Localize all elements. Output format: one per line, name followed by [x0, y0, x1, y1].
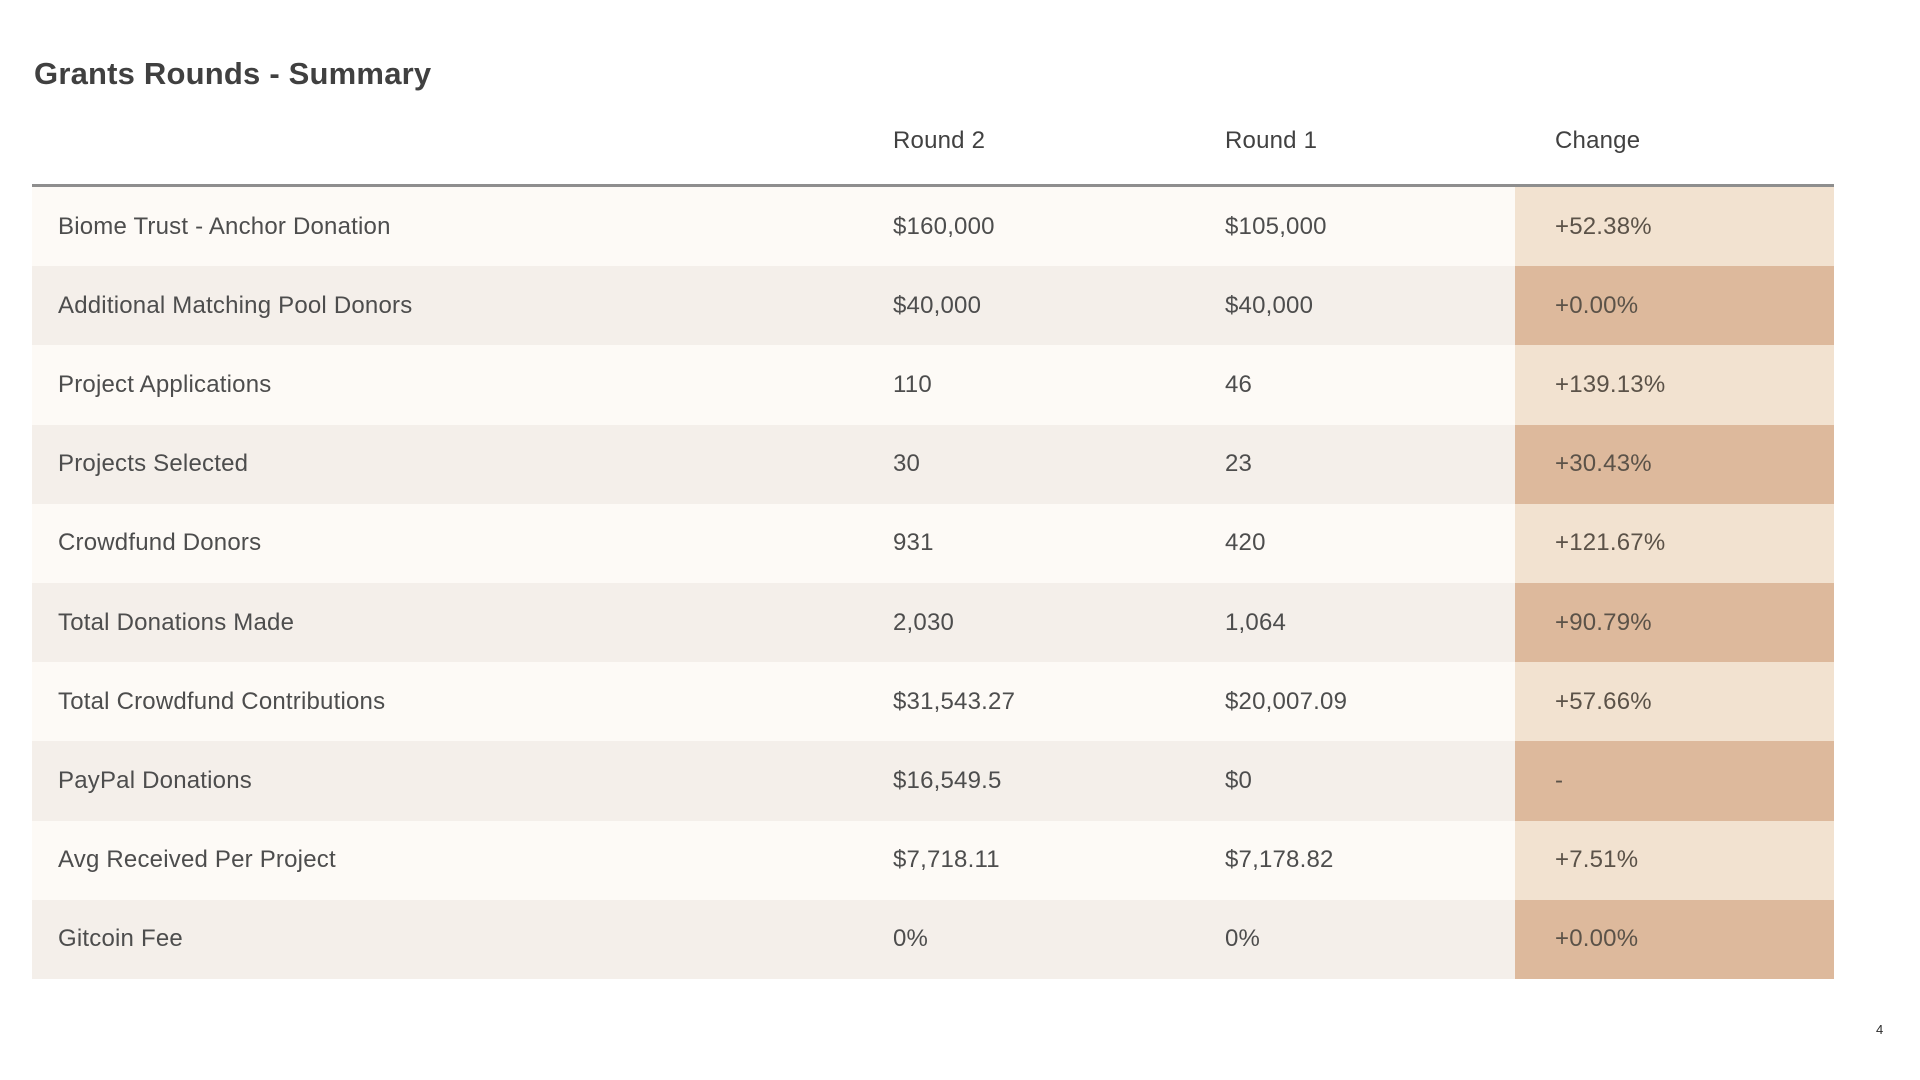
cell-metric-label: PayPal Donations — [32, 741, 893, 821]
page-title: Grants Rounds - Summary — [34, 56, 432, 91]
cell-change-value: +139.13% — [1515, 345, 1834, 425]
cell-change-value: +0.00% — [1515, 899, 1834, 979]
cell-change-value: +30.43% — [1515, 424, 1834, 504]
cell-metric-label: Gitcoin Fee — [32, 899, 893, 979]
table-row: Gitcoin Fee 0% 0% +0.00% — [32, 899, 1834, 979]
header-cell-round2: Round 2 — [893, 127, 986, 154]
table-row: Avg Received Per Project $7,718.11 $7,17… — [32, 820, 1834, 900]
cell-round2-value: $40,000 — [893, 266, 1225, 346]
summary-table: Round 2 Round 1 Change Biome Trust - Anc… — [32, 98, 1834, 979]
cell-metric-label: Biome Trust - Anchor Donation — [32, 187, 893, 267]
cell-metric-label: Crowdfund Donors — [32, 503, 893, 583]
table-body: Biome Trust - Anchor Donation $160,000 $… — [32, 187, 1834, 979]
cell-round2-value: 110 — [893, 345, 1225, 425]
header-cell-change: Change — [1555, 127, 1641, 154]
cell-metric-label: Additional Matching Pool Donors — [32, 266, 893, 346]
cell-change-value: +7.51% — [1515, 820, 1834, 900]
cell-round1-value: $20,007.09 — [1225, 662, 1515, 742]
cell-round2-value: $160,000 — [893, 187, 1225, 267]
cell-change-value: - — [1515, 741, 1834, 821]
cell-change-value: +90.79% — [1515, 582, 1834, 663]
cell-change-value: +52.38% — [1515, 187, 1834, 267]
cell-round2-value: 30 — [893, 424, 1225, 504]
cell-metric-label: Project Applications — [32, 345, 893, 425]
cell-round1-value: $7,178.82 — [1225, 820, 1515, 900]
cell-round2-value: $7,718.11 — [893, 820, 1225, 900]
table-row: Projects Selected 30 23 +30.43% — [32, 424, 1834, 504]
cell-change-value: +121.67% — [1515, 503, 1834, 583]
header-cell-metric — [32, 98, 893, 184]
table-header-row: Round 2 Round 1 Change — [32, 98, 1834, 187]
table-row: Biome Trust - Anchor Donation $160,000 $… — [32, 187, 1834, 267]
cell-round2-value: 931 — [893, 503, 1225, 583]
cell-metric-label: Total Donations Made — [32, 582, 893, 663]
table-row: Crowdfund Donors 931 420 +121.67% — [32, 503, 1834, 583]
cell-round2-value: $31,543.27 — [893, 662, 1225, 742]
cell-change-value: +57.66% — [1515, 662, 1834, 742]
page-number: 4 — [1876, 1022, 1884, 1037]
cell-round1-value: $40,000 — [1225, 266, 1515, 346]
cell-round2-value: $16,549.5 — [893, 741, 1225, 821]
cell-round1-value: 23 — [1225, 424, 1515, 504]
cell-round1-value: 0% — [1225, 899, 1515, 979]
cell-round2-value: 0% — [893, 899, 1225, 979]
cell-round1-value: $0 — [1225, 741, 1515, 821]
cell-metric-label: Total Crowdfund Contributions — [32, 662, 893, 742]
cell-change-value: +0.00% — [1515, 266, 1834, 346]
cell-metric-label: Avg Received Per Project — [32, 820, 893, 900]
table-row: Additional Matching Pool Donors $40,000 … — [32, 266, 1834, 346]
cell-round1-value: 1,064 — [1225, 582, 1515, 663]
cell-round2-value: 2,030 — [893, 582, 1225, 663]
cell-round1-value: 420 — [1225, 503, 1515, 583]
cell-metric-label: Projects Selected — [32, 424, 893, 504]
header-cell-round1: Round 1 — [1225, 127, 1318, 154]
table-row: Total Crowdfund Contributions $31,543.27… — [32, 662, 1834, 742]
table-row: Total Donations Made 2,030 1,064 +90.79% — [32, 582, 1834, 663]
cell-round1-value: $105,000 — [1225, 187, 1515, 267]
table-row: Project Applications 110 46 +139.13% — [32, 345, 1834, 425]
cell-round1-value: 46 — [1225, 345, 1515, 425]
table-row: PayPal Donations $16,549.5 $0 - — [32, 741, 1834, 821]
